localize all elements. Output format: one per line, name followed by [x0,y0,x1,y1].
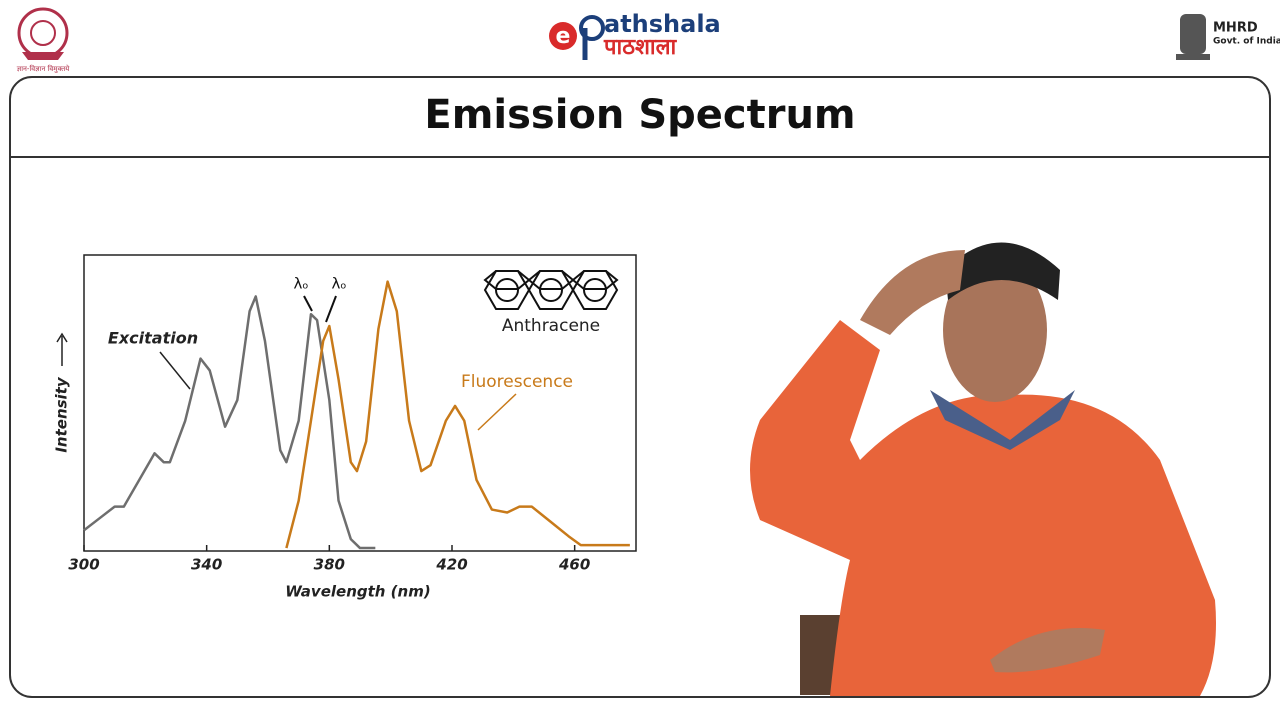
x-tick-label: 420 [435,556,467,574]
molecule-label: Anthracene [502,316,600,336]
svg-text:e: e [556,24,571,49]
ministry: MHRD [1213,21,1258,36]
motto: ज्ञान-विज्ञान विमुक्तये [17,64,70,73]
govt: Govt. of India [1213,37,1280,47]
lambda-label: λₒ [293,275,308,293]
series-label: Fluorescence [461,372,573,392]
plot-frame [83,254,637,552]
emblem [1176,14,1210,60]
slide-title: Emission Spectrum [424,92,855,138]
series-pointer [159,351,191,390]
x-tick-label: 380 [314,556,345,574]
y-axis-label: Intensity [53,376,71,453]
x-tick-label: 460 [558,556,590,574]
chart: Wavelength (nm) Intensity Anthracene λₒ … [53,254,637,601]
lambda-label: λₒ [331,275,346,293]
brand: athshala [604,10,721,38]
brand-logo: e [549,15,605,60]
brand-hindi: पाठशाला [603,35,678,60]
series-label: Excitation [108,329,198,348]
series-line [83,295,376,550]
lambda-pointer [325,295,337,323]
y-arrow-head [56,332,68,343]
series-line [285,280,630,549]
x-tick-label: 300 [68,556,99,574]
x-tick-label: 340 [191,556,222,574]
presenter [750,242,1216,696]
lambda-pointer [303,295,313,312]
anthracene-structure [483,270,619,310]
series-pointer [477,393,517,431]
x-axis-label: Wavelength (nm) [285,583,430,601]
left-logo [17,7,69,60]
